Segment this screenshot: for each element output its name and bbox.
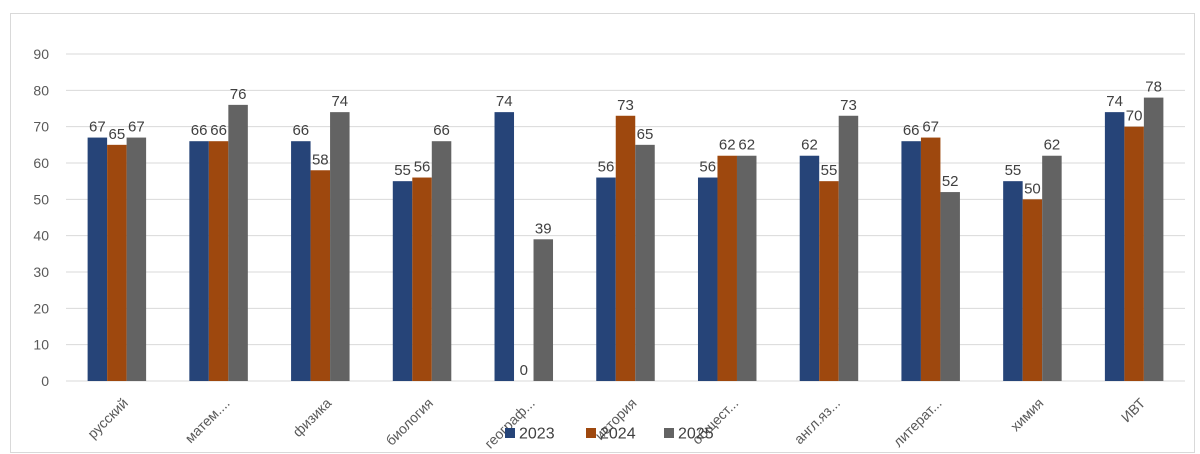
bar-2024 bbox=[412, 177, 432, 381]
data-label: 67 bbox=[89, 119, 106, 136]
y-tick-label: 40 bbox=[33, 228, 49, 244]
y-tick-label: 30 bbox=[33, 264, 49, 280]
bar-2023 bbox=[697, 177, 718, 381]
bar-2024 bbox=[920, 137, 941, 381]
bar-2025 bbox=[1143, 97, 1164, 381]
bar-2023 bbox=[1003, 181, 1023, 381]
data-label: 67 bbox=[922, 119, 939, 136]
data-label: 62 bbox=[1044, 137, 1061, 154]
bar-2025 bbox=[1042, 155, 1062, 381]
data-label: 62 bbox=[801, 137, 818, 154]
bar-2025 bbox=[838, 115, 859, 382]
data-label: 55 bbox=[821, 162, 838, 179]
bar-2024 bbox=[615, 115, 636, 382]
bar-2023 bbox=[392, 181, 413, 381]
data-label: 55 bbox=[1005, 162, 1022, 179]
legend-label: 2025 bbox=[678, 426, 714, 443]
y-axis-ticks: 0 10 20 30 40 50 60 70 80 90 bbox=[33, 46, 49, 389]
y-tick-label: 80 bbox=[33, 82, 49, 98]
x-category-label: химия bbox=[1007, 395, 1046, 434]
data-label: 73 bbox=[617, 97, 634, 114]
bar-2025 bbox=[126, 137, 147, 381]
bar-2025 bbox=[228, 104, 248, 381]
data-label: 66 bbox=[433, 122, 450, 139]
x-category-label: географ... bbox=[481, 395, 538, 452]
data-label: 55 bbox=[394, 162, 411, 179]
bar-2023 bbox=[494, 112, 515, 381]
x-category-label: биология bbox=[382, 395, 436, 449]
y-tick-label: 20 bbox=[33, 300, 49, 316]
x-category-label: ИВТ bbox=[1118, 394, 1149, 425]
bar-2025 bbox=[635, 144, 655, 381]
bar-2025 bbox=[736, 155, 757, 381]
bar-2024 bbox=[1022, 199, 1043, 381]
legend-swatch bbox=[505, 428, 515, 438]
gridlines bbox=[66, 53, 1185, 382]
bar-2025 bbox=[431, 141, 452, 381]
legend-swatch bbox=[586, 428, 596, 438]
legend: 2023 2024 2025 bbox=[505, 426, 714, 443]
y-tick-label: 90 bbox=[33, 46, 49, 62]
x-category-label: матем.... bbox=[182, 395, 233, 446]
x-axis-categories: русский матем.... физика биология географ...… bbox=[84, 394, 1148, 451]
data-label: 50 bbox=[1024, 180, 1041, 197]
bar-2023 bbox=[901, 141, 921, 381]
data-label: 78 bbox=[1145, 79, 1162, 96]
legend-label: 2024 bbox=[600, 426, 636, 443]
x-category-label: литерат... bbox=[890, 395, 945, 450]
bar-2023 bbox=[1104, 112, 1125, 381]
data-label: 52 bbox=[942, 173, 959, 190]
data-label: 67 bbox=[128, 119, 145, 136]
x-category-label: русский bbox=[84, 395, 131, 442]
data-label: 65 bbox=[637, 126, 654, 143]
data-label: 39 bbox=[535, 220, 552, 237]
x-category-label: физика bbox=[289, 395, 334, 440]
bar-2025 bbox=[330, 112, 350, 381]
data-label: 62 bbox=[738, 137, 755, 154]
data-label: 74 bbox=[1106, 93, 1123, 110]
data-label: 62 bbox=[719, 137, 736, 154]
y-tick-label: 0 bbox=[41, 373, 49, 389]
bar-2023 bbox=[87, 137, 108, 381]
bar-2024 bbox=[819, 181, 839, 381]
data-label: 66 bbox=[191, 122, 208, 139]
bar-2023 bbox=[189, 141, 209, 381]
data-label: 70 bbox=[1126, 108, 1143, 125]
data-label: 56 bbox=[699, 159, 716, 176]
data-label: 58 bbox=[312, 151, 329, 168]
bar-2025 bbox=[940, 192, 960, 381]
legend-swatch bbox=[664, 428, 674, 438]
data-label: 65 bbox=[109, 126, 126, 143]
bars bbox=[87, 97, 1164, 382]
bar-2023 bbox=[799, 155, 820, 381]
bar-2024 bbox=[1124, 126, 1144, 382]
y-tick-label: 10 bbox=[33, 337, 49, 353]
bar-2024 bbox=[107, 144, 127, 381]
data-label: 66 bbox=[292, 122, 309, 139]
legend-label: 2023 bbox=[519, 426, 555, 443]
x-category-label: англ.яз... bbox=[791, 395, 843, 447]
data-label: 56 bbox=[414, 159, 431, 176]
data-label: 56 bbox=[598, 159, 615, 176]
bar-2024 bbox=[208, 141, 229, 381]
data-label: 66 bbox=[903, 122, 920, 139]
data-label: 73 bbox=[840, 97, 857, 114]
y-tick-label: 60 bbox=[33, 155, 49, 171]
y-tick-label: 50 bbox=[33, 191, 49, 207]
data-label: 66 bbox=[210, 122, 227, 139]
bar-2024 bbox=[310, 170, 331, 381]
data-label: 74 bbox=[331, 93, 348, 110]
bar-2023 bbox=[596, 177, 616, 381]
data-label: 0 bbox=[520, 362, 528, 379]
bar-2024 bbox=[717, 155, 737, 381]
y-tick-label: 70 bbox=[33, 119, 49, 135]
bar-2025 bbox=[533, 239, 554, 381]
data-label: 74 bbox=[496, 93, 513, 110]
data-label: 76 bbox=[230, 86, 247, 103]
bar-2023 bbox=[291, 141, 311, 381]
